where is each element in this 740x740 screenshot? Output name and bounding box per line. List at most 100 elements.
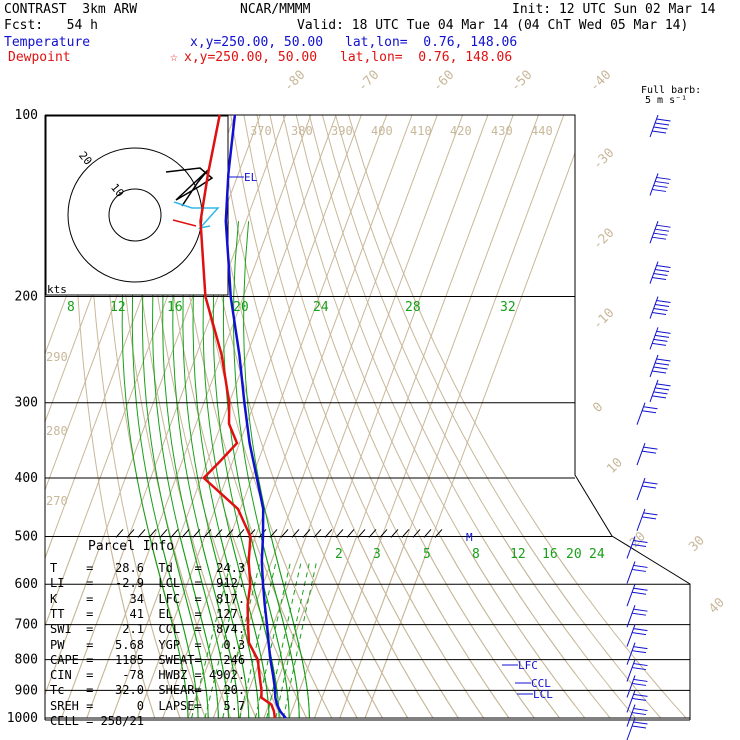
barb-staff (626, 605, 636, 628)
mixing-ratio-label: 16 (167, 300, 183, 315)
hatch-mark (192, 529, 201, 538)
dewpoint-latlon: lat,lon= 0.76, 148.06 (340, 50, 513, 65)
hatch-mark (170, 529, 179, 538)
barb-flag (656, 265, 671, 269)
barb-flag (633, 663, 648, 667)
wind-barb (626, 704, 648, 727)
barb-staff (649, 261, 659, 284)
hatch-mark (148, 529, 157, 538)
hatch-mark (335, 529, 344, 538)
barb-staff (649, 296, 659, 319)
barb-flag (651, 370, 667, 374)
init-time: Init: 12 UTC Sun 02 Mar 14 (512, 2, 716, 17)
barb-flag (633, 721, 648, 725)
dry-adiabat-line (125, 536, 257, 719)
theta-label: 420 (450, 124, 472, 138)
dry-adiabat-line (230, 536, 459, 719)
moist-adiabat-line (172, 536, 240, 719)
barb-flag (641, 410, 657, 414)
wind-barb (649, 296, 671, 319)
isotherm-line (61, 536, 286, 719)
dry-adiabat-line (308, 536, 611, 719)
isotherm-label: -10 (590, 306, 617, 333)
parcel-info-table: Parcel Info T = 28.6 Td = 24.3 LI = -2.9 … (46, 540, 245, 729)
barb-flag (631, 697, 647, 701)
dry-adiabat-line (295, 536, 586, 719)
barb-staff (626, 584, 636, 607)
hatch-mark (280, 529, 289, 538)
barb-flag (643, 481, 658, 485)
isotherm-line (314, 536, 539, 719)
hatch-mark (324, 529, 333, 538)
theta-label: 270 (46, 494, 68, 508)
isotherm-label: -40 (587, 68, 614, 95)
barb-flag (654, 387, 670, 391)
isotherm-label: 40 (706, 595, 728, 617)
mixing-ratio-label: 24 (313, 300, 329, 315)
isotherm-label: -50 (508, 68, 535, 95)
barb-flag (653, 184, 668, 188)
hatch-mark (159, 529, 168, 538)
barb-flag (631, 725, 647, 729)
temperature-latlon: lat,lon= 0.76, 148.06 (345, 35, 518, 50)
pressure-label: 600 (15, 577, 38, 592)
theta-label: 380 (291, 124, 313, 138)
barb-flag (656, 300, 671, 304)
dry-adiabat-line (269, 115, 535, 719)
isotherm-line (162, 536, 388, 719)
wind-barb (626, 659, 648, 682)
moist-adiabat-line (202, 536, 270, 719)
barb-flag (631, 682, 647, 686)
theta-label: 400 (371, 124, 393, 138)
barb-flag (654, 122, 670, 126)
isotherm-line (86, 536, 312, 719)
dry-adiabat-line (321, 536, 636, 719)
barb-flag (654, 228, 670, 232)
dry-adiabat-line (308, 115, 575, 675)
isotherm-line (263, 536, 489, 719)
isotherm-line (212, 536, 438, 719)
hatch-mark (225, 529, 234, 538)
wind-barbs (626, 114, 671, 740)
dry-adiabat-line (256, 536, 510, 719)
wind-barb (649, 221, 671, 244)
temperature-profile (224, 114, 287, 719)
barb-flag (653, 308, 668, 312)
dry-adiabat-line (138, 536, 282, 719)
barb-staff (626, 624, 636, 647)
mixing-ratio-label: 12 (510, 547, 526, 562)
wind-barb (649, 173, 671, 196)
pressure-label: 300 (15, 396, 38, 411)
barb-flag (633, 628, 648, 632)
isotherm-line (364, 536, 590, 719)
barb-title-2: 5 m s⁻¹ (645, 95, 688, 106)
dry-adiabat-line (282, 536, 560, 719)
hatch-mark (214, 529, 223, 538)
moist-adiabat-line (192, 536, 260, 719)
barb-flag (651, 277, 667, 281)
dewpoint-xy: x,y=250.00, 50.00 (184, 50, 318, 65)
barb-flag (651, 188, 667, 192)
barb-flag (643, 446, 658, 450)
barb-flag (633, 587, 648, 591)
moist-adiabat-line (121, 536, 189, 719)
parcel-cell-value: CELL = 258/21 (50, 714, 144, 728)
barb-flag (651, 130, 667, 134)
dry-adiabat-line (243, 536, 485, 719)
theta-label: 280 (46, 424, 68, 438)
mixing-ratio-label: 5 (423, 547, 431, 562)
dry-adiabat-line (335, 115, 575, 612)
theta-label: 290 (46, 350, 68, 364)
dry-adiabat-line (217, 536, 434, 719)
isotherm-line (339, 536, 565, 719)
hatch-mark (126, 529, 135, 538)
barb-flag (631, 543, 647, 547)
parcel-info-row: Tc = 32.0 SHEAR= 20. (50, 683, 246, 698)
barb-flag (653, 273, 668, 277)
theta-label: 410 (410, 124, 432, 138)
hatch-mark (346, 529, 355, 538)
temperature-xy: x,y=250.00, 50.00 (190, 35, 324, 50)
isotherm-line (136, 536, 362, 719)
mixing-ratio-label: 28 (405, 300, 421, 315)
